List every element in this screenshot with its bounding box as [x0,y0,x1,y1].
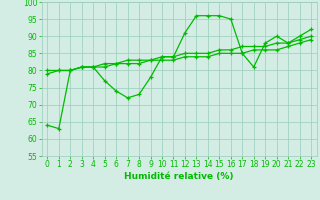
X-axis label: Humidité relative (%): Humidité relative (%) [124,172,234,181]
